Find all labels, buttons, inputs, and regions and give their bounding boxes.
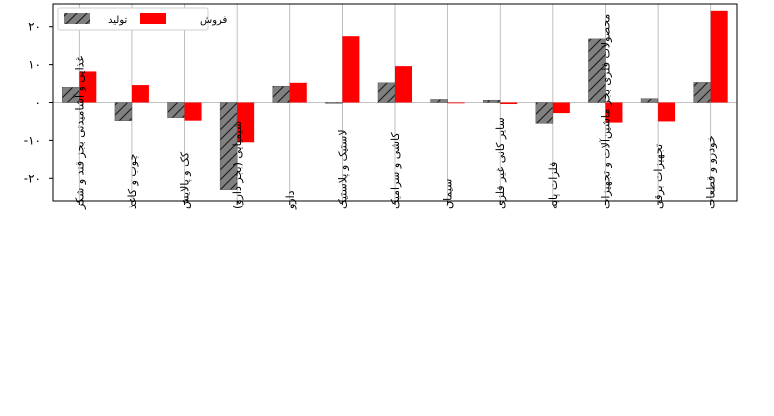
x-tick-label: محصولات فلزی بجز ماشین‌آلات و تجهیزات [598, 14, 612, 209]
legend-swatch-0 [64, 13, 90, 24]
y-tick-label: ۰ [35, 96, 41, 110]
legend-swatch-1 [140, 13, 166, 24]
legend-box [57, 7, 209, 31]
bar-forush-12 [710, 10, 728, 103]
bar-tolid-10 [588, 38, 606, 103]
bar-forush-2 [184, 102, 202, 121]
bar-tolid-12 [693, 82, 711, 103]
bar-forush-7 [447, 102, 465, 104]
bar-tolid-4 [272, 85, 291, 103]
bar-tolid-6 [377, 82, 396, 103]
bar-tolid-1 [114, 102, 133, 121]
bar-forush-11 [658, 102, 676, 122]
y-tick-label: ۲۰ [28, 20, 41, 34]
x-tick-label: کاشی و سرامیک [389, 132, 402, 209]
bar-forush-5 [342, 36, 360, 103]
bar-forush-10 [605, 102, 623, 123]
x-tick-label: چوب و کاغذ [126, 154, 139, 209]
x-tick-label: تجهیزات برقی [652, 144, 665, 209]
x-tick-label: سایر کانی غیر فلزی [494, 117, 507, 209]
x-tick-label: غذایی و آشامیدنی بجز قند و شکر [72, 56, 86, 210]
bar-tolid-3 [219, 102, 238, 190]
x-tick-label: کک و پالایش [179, 151, 192, 209]
bar-forush-6 [395, 66, 412, 103]
x-tick-label: سیمان [442, 179, 455, 209]
bar-forush-4 [289, 82, 307, 103]
x-tick-label: لاستیک و پلاستیک [336, 129, 349, 209]
x-tick-label: خودرو و قطعات [705, 135, 718, 209]
legend-label-0: تولید [108, 15, 127, 26]
bar-tolid-11 [640, 98, 659, 103]
bar-forush-1 [131, 85, 149, 103]
y-tick-label: -۲۰ [24, 171, 41, 185]
bar-tolid-5 [325, 102, 343, 104]
bar-tolid-8 [482, 99, 501, 103]
bar-tolid-9 [535, 102, 554, 124]
bar-tolid-7 [430, 99, 448, 103]
x-tick-label: شیمیایی (بجز دارو) [231, 121, 244, 209]
legend-label-1: فروش [200, 15, 228, 26]
x-tick-label: فلزات پایه [547, 162, 560, 209]
bar-forush-9 [552, 102, 570, 114]
y-tick-label: -۱۰ [24, 133, 41, 147]
bar-forush-3 [237, 102, 255, 143]
bar-forush-0 [79, 71, 97, 103]
bar-tolid-2 [167, 102, 185, 118]
y-tick-label: ۱۰ [28, 58, 41, 72]
legend: تولید فروش [57, 7, 228, 31]
x-tick-label: دارو [284, 190, 297, 210]
bar-forush-8 [500, 102, 518, 105]
